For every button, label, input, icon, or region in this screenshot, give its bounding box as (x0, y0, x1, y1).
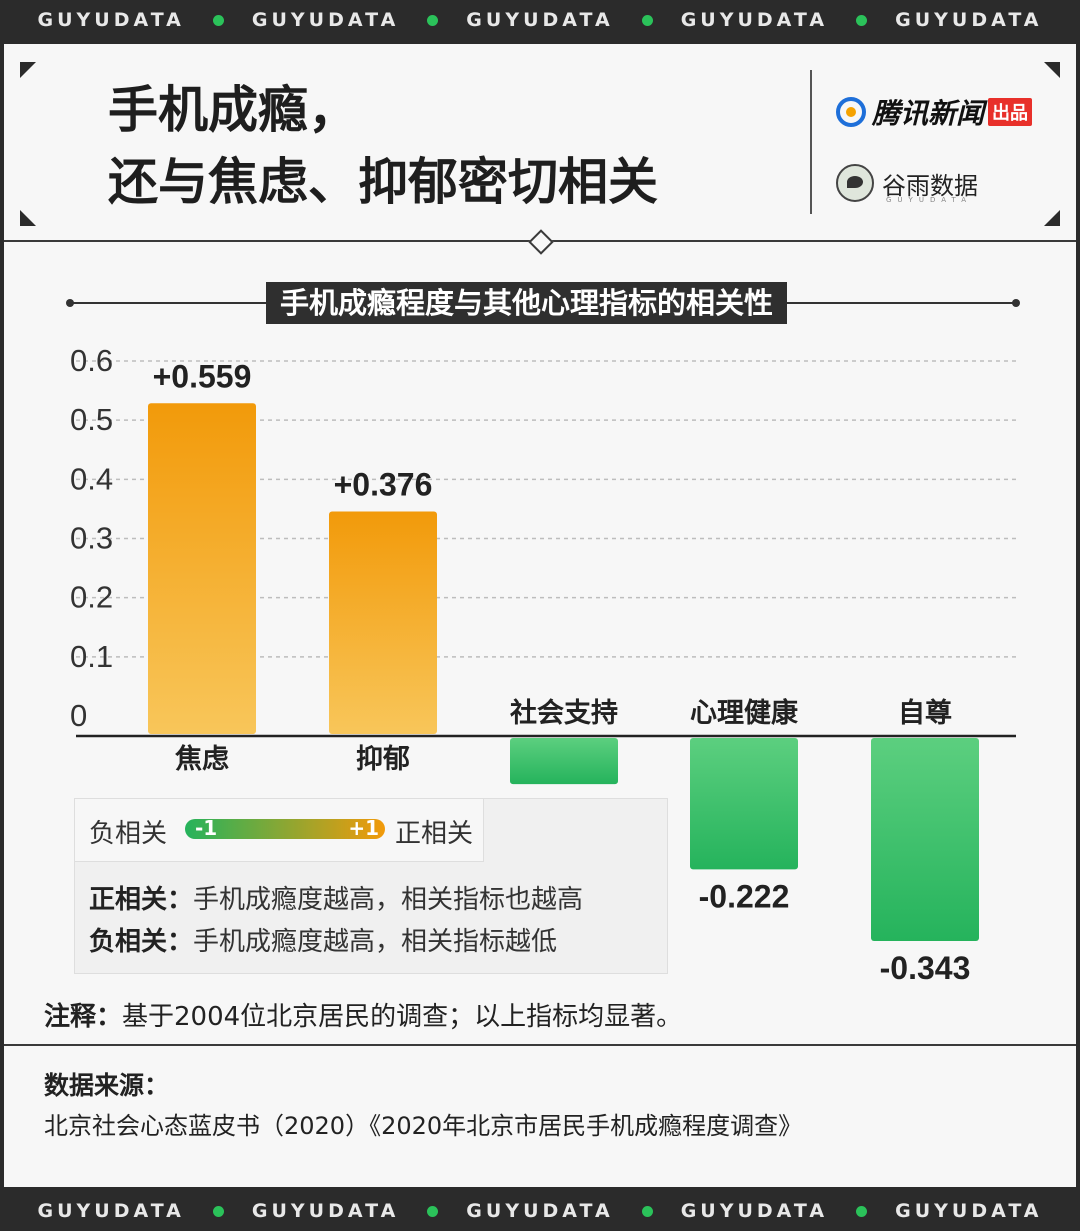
brand-name: 腾讯新闻 (872, 97, 985, 130)
legend-box: 负相关 -1 +1 正相关 正相关：手机成瘾度越高，相关指标也越高 负相关：手机… (74, 798, 668, 974)
guyu-bird-logo-icon (836, 164, 874, 202)
category-label: 焦虑 (175, 743, 229, 775)
band-word: GUYUDATA (37, 9, 185, 31)
corner-mark-icon (1044, 62, 1060, 78)
brand-divider (810, 70, 812, 214)
legend-positive-label: 正相关 (395, 819, 474, 849)
data-label: +0.376 (334, 467, 433, 503)
data-label: -0.343 (880, 950, 971, 986)
y-tick-label: 0.4 (70, 461, 113, 496)
y-tick-label: 0.2 (70, 580, 113, 615)
source-divider (4, 1044, 1076, 1046)
tencent-news-brand: 腾讯新闻 出品 (836, 92, 1033, 132)
source-text: 北京社会心态蓝皮书（2020）《2020年北京市居民手机成瘾程度调查》 (44, 1112, 803, 1140)
category-label: 心理健康 (690, 697, 799, 729)
category-label: 社会支持 (510, 697, 618, 729)
bar (690, 738, 798, 870)
band-word: GUYUDATA (466, 1200, 614, 1222)
note-text: 基于2004位北京居民的调查；以上指标均显著。 (122, 1002, 683, 1032)
chart-title: 手机成瘾程度与其他心理指标的相关性 (266, 282, 788, 324)
y-tick-label: 0.5 (70, 402, 113, 437)
band-dot-icon (212, 14, 224, 26)
legend-scale: 负相关 -1 +1 正相关 (75, 799, 484, 862)
guyu-data-brand: 谷雨数据 GUYUDATA (836, 164, 978, 204)
legend-max-label: +1 (348, 816, 379, 840)
category-label: 自尊 (898, 697, 952, 729)
legend-gradient-bar: -1 +1 (185, 816, 385, 840)
band-dot-icon (856, 14, 868, 26)
band-word: GUYUDATA (251, 9, 400, 31)
term: 正相关： (89, 885, 194, 915)
corner-mark-icon (1044, 210, 1060, 226)
bar (148, 403, 256, 734)
desc: 手机成瘾度越高，相关指标越低 (193, 927, 558, 957)
source-label: 数据来源： (44, 1071, 170, 1100)
band-word: GUYUDATA (680, 1200, 829, 1222)
correlation-bar-chart: 00.10.20.30.40.50.6+0.559焦虑+0.376抑郁-0.07… (70, 343, 1016, 986)
band-word: GUYUDATA (466, 9, 614, 31)
band-word: GUYUDATA (37, 1200, 185, 1222)
band-word: GUYUDATA (680, 9, 829, 31)
band-dot-icon (641, 1205, 653, 1217)
y-tick-label: 0.3 (70, 520, 113, 555)
y-tick-label: 0.6 (70, 343, 113, 378)
band-word: GUYUDATA (251, 1200, 400, 1222)
legend-negative-desc: 负相关：手机成瘾度越高，相关指标越低 (89, 921, 557, 958)
legend-min-label: -1 (195, 816, 218, 840)
corner-mark-icon (20, 62, 36, 78)
data-label: -0.222 (699, 878, 790, 914)
note-label: 注释： (44, 1002, 123, 1032)
brand-subtitle: GUYUDATA (886, 196, 972, 204)
tencent-news-logo-icon (836, 97, 866, 127)
y-tick-label: 0 (70, 698, 87, 733)
band-dot-icon (427, 1205, 439, 1217)
brand-tag: 出品 (988, 98, 1033, 126)
band-dot-icon (641, 14, 653, 26)
band-word: GUYUDATA (895, 9, 1043, 31)
brand-name: 谷雨数据 (882, 171, 978, 200)
band-word: GUYUDATA (895, 1200, 1043, 1222)
desc: 手机成瘾度越高，相关指标也越高 (193, 885, 584, 915)
chart-note: 注释：基于2004位北京居民的调查；以上指标均显著。 (44, 996, 682, 1033)
legend-negative-label: 负相关 (89, 819, 168, 849)
category-label: 抑郁 (356, 744, 410, 775)
top-brand-band: GUYUDATA GUYUDATA GUYUDATA GUYUDATA GUYU… (0, 0, 1080, 40)
band-dot-icon (212, 1205, 224, 1217)
bottom-brand-band: GUYUDATA GUYUDATA GUYUDATA GUYUDATA GUYU… (0, 1191, 1080, 1231)
page-title: 手机成瘾， 还与焦虑、抑郁密切相关 (108, 81, 658, 211)
legend-positive-desc: 正相关：手机成瘾度越高，相关指标也越高 (89, 879, 583, 916)
bar (510, 738, 618, 785)
band-dot-icon (427, 14, 439, 26)
corner-mark-icon (20, 210, 36, 226)
content-panel: 手机成瘾， 还与焦虑、抑郁密切相关 腾讯新闻 出品 谷雨数据 GUYUDATA … (4, 44, 1076, 1187)
band-dot-icon (856, 1205, 868, 1217)
term: 负相关： (89, 927, 194, 957)
y-tick-label: 0.1 (70, 639, 113, 674)
bar (871, 738, 979, 941)
data-label: +0.559 (153, 358, 252, 394)
bar (329, 511, 437, 734)
